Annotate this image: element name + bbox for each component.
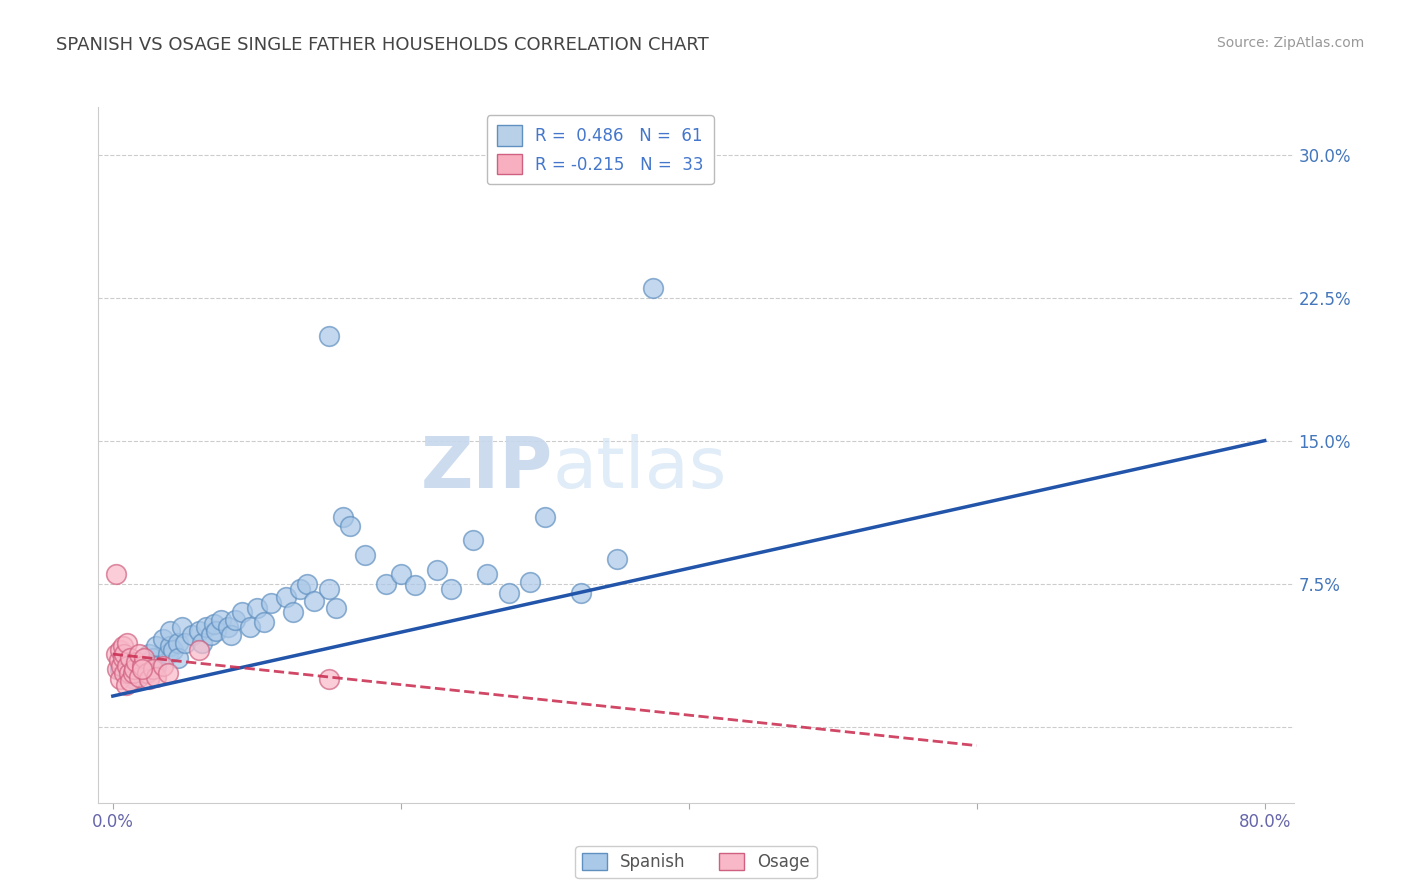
Point [159,624,181,639]
Point [145,670,167,684]
Point [239,620,262,634]
Point [114,678,136,692]
Point [111,640,134,654]
Legend: Spanish, Osage: Spanish, Osage [575,847,817,878]
Point [188,624,211,639]
Point [533,509,555,524]
Point [105,662,128,676]
Point [136,666,159,681]
Point [217,620,239,634]
Point [606,551,628,566]
Point [124,662,146,676]
Point [288,582,311,597]
Point [389,567,412,582]
Point [134,666,156,681]
Point [131,662,153,676]
Point [166,635,188,649]
Point [318,582,340,597]
Point [112,647,135,661]
Point [641,281,664,295]
Point [375,576,398,591]
Point [104,647,127,661]
Point [209,613,232,627]
Point [124,672,146,686]
Text: atlas: atlas [553,434,727,503]
Text: Source: ZipAtlas.com: Source: ZipAtlas.com [1216,36,1364,50]
Point [108,662,131,676]
Point [332,509,354,524]
Point [191,635,214,649]
Point [152,632,174,646]
Point [138,672,160,686]
Point [440,582,463,597]
Point [108,643,131,657]
Point [325,601,347,615]
Point [339,519,361,533]
Point [131,658,153,673]
Point [104,567,127,582]
Point [477,567,499,582]
Point [170,620,193,634]
Point [138,658,160,673]
Text: SPANISH VS OSAGE SINGLE FATHER HOUSEHOLDS CORRELATION CHART: SPANISH VS OSAGE SINGLE FATHER HOUSEHOLD… [56,36,709,54]
Point [159,640,181,654]
Point [121,658,143,673]
Point [145,640,167,654]
Point [166,651,188,665]
Point [353,548,375,562]
Point [118,666,141,681]
Point [295,576,318,591]
Point [128,647,150,661]
Point [108,672,131,686]
Point [128,670,150,684]
Point [120,673,142,688]
Point [107,653,129,667]
Point [152,658,174,673]
Point [205,624,228,639]
Point [115,658,138,673]
Point [111,651,134,665]
Point [120,651,142,665]
Point [134,651,156,665]
Point [231,605,253,619]
Point [145,658,167,673]
Point [404,578,426,592]
Point [112,666,135,681]
Point [110,658,132,673]
Point [304,593,326,607]
Point [125,655,148,669]
Point [115,635,138,649]
Point [253,615,276,629]
Point [156,666,179,681]
Point [202,616,225,631]
Point [318,672,340,686]
Point [318,328,340,343]
Point [142,651,165,665]
Point [260,596,283,610]
Point [173,635,195,649]
Point [274,590,297,604]
Point [142,662,165,676]
Point [426,563,449,577]
Point [195,620,218,634]
Point [200,628,222,642]
Point [138,647,160,661]
Point [281,605,304,619]
Text: ZIP: ZIP [420,434,553,503]
Point [115,666,138,681]
Point [219,628,242,642]
Point [246,601,269,615]
Point [569,586,592,600]
Point [181,628,204,642]
Point [128,655,150,669]
Point [156,647,179,661]
Point [188,643,211,657]
Point [461,533,484,547]
Point [224,613,246,627]
Point [498,586,520,600]
Point [519,574,541,589]
Point [122,666,145,681]
Point [162,643,184,657]
Point [131,662,153,676]
